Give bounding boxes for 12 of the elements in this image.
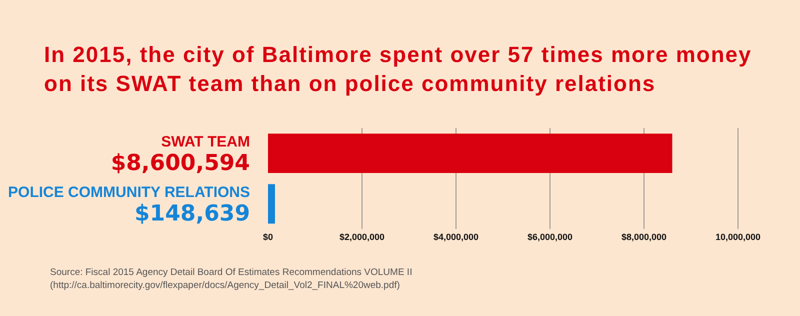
data-label: $8,600,594 — [110, 151, 250, 176]
chart-title: In 2015, the city of Baltimore spent over 57 times more money on its SWAT team than on police community relations — [44, 41, 753, 98]
x-tick-label: $4,000,000 — [433, 232, 479, 242]
source-note: Source: Fiscal 2015 Agency Detail Board Of Estimates Recommendations VOLUME II (http://ca.baltimorecity.gov/flexpaper/docs/Agency_Detail_Vol2_FINAL%20web.pdf) — [50, 266, 414, 292]
x-tick-label: $6,000,000 — [527, 232, 573, 242]
x-tick-label: $8,000,000 — [621, 232, 667, 242]
y-tick-label: SWAT TEAM — [161, 133, 250, 150]
data-label: $148,639 — [134, 202, 250, 227]
y-tick-label: POLICE COMMUNITY RELATIONS — [8, 184, 250, 202]
x-tick-label: $2,000,000 — [339, 232, 385, 242]
x-tick-label: $0 — [262, 232, 274, 242]
x-tick-label: 10,000,000 — [715, 232, 761, 242]
